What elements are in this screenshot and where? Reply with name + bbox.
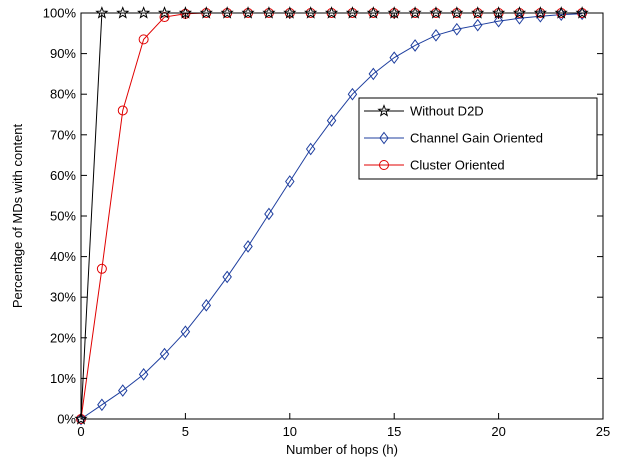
- data-point: [533, 6, 547, 19]
- legend-marker: [379, 131, 389, 145]
- x-tick-label: 10: [283, 424, 297, 439]
- data-point: [429, 6, 443, 19]
- y-tick-label: 40%: [50, 249, 76, 264]
- data-point: [368, 67, 379, 81]
- data-point: [324, 6, 339, 19]
- x-tick-label: 0: [77, 424, 84, 439]
- data-point: [157, 6, 172, 19]
- data-point: [431, 28, 441, 42]
- data-point: [117, 105, 128, 116]
- y-tick-label: 20%: [50, 330, 76, 345]
- data-point: [554, 6, 568, 19]
- data-point: [262, 6, 276, 19]
- data-point: [577, 7, 587, 21]
- data-point: [471, 6, 485, 19]
- data-point: [264, 207, 274, 221]
- axis-ticks: 0 5 10 15 20 25 0% 10% 20% 30% 40% 50% 60% 70% 80% 90% 1…: [43, 6, 610, 440]
- y-tick-label: 90%: [50, 46, 76, 61]
- data-point: [138, 34, 149, 45]
- data-point: [138, 368, 149, 381]
- data-point: [304, 6, 318, 19]
- y-tick-label: 100%: [43, 6, 77, 21]
- data-point: [472, 18, 483, 32]
- y-tick-label: 30%: [50, 290, 76, 305]
- legend-marker: [377, 104, 391, 117]
- data-point: [241, 6, 255, 19]
- data-point: [575, 6, 589, 19]
- x-tick-label: 15: [387, 424, 401, 439]
- data-point: [74, 412, 88, 425]
- data-point: [201, 298, 212, 312]
- y-tick-label: 70%: [50, 127, 76, 142]
- data-point: [366, 6, 380, 19]
- data-point: [137, 6, 151, 19]
- data-point: [199, 6, 213, 19]
- x-tick-label: 20: [491, 424, 505, 439]
- data-point: [285, 175, 295, 188]
- data-point: [326, 114, 337, 127]
- legend-label: Cluster Oriented: [410, 158, 505, 173]
- data-point: [159, 347, 170, 361]
- data-point: [95, 6, 109, 19]
- data-point: [116, 6, 130, 19]
- data-point: [410, 39, 420, 52]
- x-tick-label: 25: [596, 424, 610, 439]
- legend-entry: Without D2D: [364, 104, 484, 119]
- legend-entry: Cluster Oriented: [364, 158, 505, 173]
- data-point: [180, 325, 191, 339]
- y-tick-label: 50%: [50, 209, 76, 224]
- data-point: [347, 87, 358, 101]
- data-point: [450, 6, 464, 19]
- data-point: [97, 398, 107, 412]
- legend: Without D2D Channel Gain Oriented Cluster …: [358, 97, 598, 180]
- x-axis-label: Number of hops (h): [286, 442, 398, 457]
- y-tick-label: 60%: [50, 168, 76, 183]
- data-point: [345, 6, 360, 19]
- data-point: [305, 142, 316, 156]
- legend-label: Channel Gain Oriented: [410, 131, 543, 146]
- y-tick-label: 0%: [57, 412, 76, 427]
- legend-marker: [379, 160, 389, 170]
- data-point: [243, 240, 253, 253]
- data-point: [220, 6, 234, 19]
- data-point: [493, 14, 504, 28]
- y-tick-label: 10%: [50, 371, 76, 386]
- legend-entry: Channel Gain Oriented: [364, 131, 543, 146]
- legend-label: Without D2D: [410, 104, 484, 119]
- x-tick-label: 5: [182, 424, 189, 439]
- data-point: [389, 51, 399, 64]
- y-tick-label: 80%: [50, 87, 76, 102]
- y-axis-label: Percentage of MDs with content: [10, 123, 25, 308]
- data-point: [452, 22, 462, 36]
- data-point: [118, 384, 128, 397]
- data-point: [512, 6, 527, 19]
- data-point: [222, 270, 232, 284]
- data-point: [96, 263, 107, 274]
- data-point: [408, 6, 422, 19]
- series-line: [80, 13, 583, 420]
